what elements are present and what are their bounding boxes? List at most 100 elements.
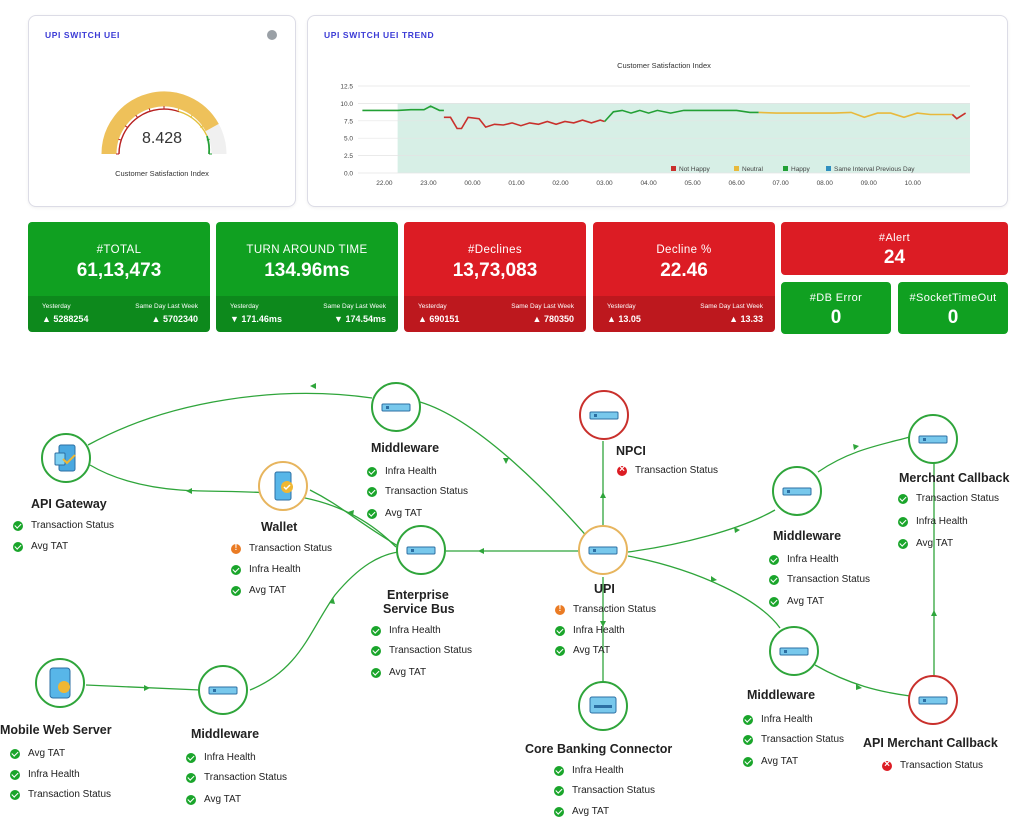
gauge-tick [124,125,128,128]
turnaround-time-tile[interactable]: TURN AROUND TIME 134.96ms Yesterday ▼ 17… [216,222,398,332]
warning-icon [231,543,241,554]
wallet-check-transaction: Transaction Status [231,543,332,554]
check-icon [743,756,753,767]
y-tick-label: 10.0 [340,101,353,108]
decline-percent-yesterday-label: Yesterday [607,303,636,310]
middleware-lower-right-node[interactable] [769,626,819,676]
legend-swatch [671,166,676,171]
check-icon [186,752,196,763]
connector-gateway-to-middleware [87,392,373,446]
satisfaction-gauge [101,91,227,155]
gauge-tick [206,138,210,141]
server-icon [589,411,619,420]
x-tick-label: 02.00 [552,180,569,187]
tat-last-week-label: Same Day Last Week [323,303,386,310]
middleware-right-node[interactable] [772,466,822,516]
error-icon [617,464,627,476]
tat-label: TURN AROUND TIME [246,244,368,256]
gauge-tick [135,114,138,118]
decline-percent-tile[interactable]: Decline % 22.46 Yesterday ▲ 13.05 Same D… [593,222,775,332]
middleware-bottom-check-transaction: Transaction Status [186,772,287,783]
check-icon [898,538,908,549]
total-value: 61,13,473 [76,260,162,281]
esb-check-transaction: Transaction Status [371,645,472,656]
connector-middleware-lower-to-api-callback [814,664,911,697]
check-icon [231,585,241,596]
middleware-lower-right-check-tat: Avg TAT [743,756,798,767]
declines-yesterday-label: Yesterday [418,303,447,310]
x-tick-label: 00.00 [464,180,481,187]
declines-footer: Yesterday ▲ 690151 Same Day Last Week ▲ … [404,296,586,332]
gauge-tick [118,138,122,141]
declines-last-week-value: ▲ 780350 [532,314,574,324]
server-icon [381,403,411,412]
alert-label: #Alert [878,232,911,244]
db-error-tile[interactable]: #DB Error 0 [781,282,891,334]
merchant-callback-title: Merchant Callback [899,471,1010,485]
api-gateway-node[interactable] [41,433,91,483]
total-last-week-value: ▲ 5702340 [151,314,198,324]
y-tick-label: 7.5 [344,118,353,125]
satisfaction-trend-chart: Customer Satisfaction Index 0.0 2.5 5.0 7.5 1… [340,61,970,187]
check-icon [554,765,564,776]
declines-label: #Declines [467,244,523,256]
esb-node[interactable] [396,525,446,575]
total-label: #TOTAL [96,244,142,256]
y-tick-label: 2.5 [344,153,353,160]
middleware-top-node[interactable] [371,382,421,432]
upi-node[interactable] [578,525,628,575]
server-icon [406,546,436,555]
x-tick-label: 03.00 [596,180,613,187]
declines-value: 13,73,083 [452,260,538,281]
socket-timeout-tile[interactable]: #SocketTimeOut 0 [898,282,1008,334]
api-gateway-check-tat: Avg TAT [13,541,68,552]
middleware-top-check-infra: Infra Health [367,466,437,477]
check-icon [554,785,564,796]
npci-node[interactable] [579,390,629,440]
wallet-check-tat: Avg TAT [231,585,286,596]
esb-title-line2: Service Bus [383,602,455,616]
core-banking-title: Core Banking Connector [525,742,673,756]
total-last-week-label: Same Day Last Week [135,303,198,310]
server-icon [779,647,809,656]
esb-title-line1: Enterprise [387,588,449,602]
series-line [443,116,605,130]
y-tick-label: 0.0 [344,171,353,178]
wallet-icon [274,471,293,501]
middleware-bottom-check-tat: Avg TAT [186,794,241,805]
merchant-callback-check-transaction: Transaction Status [898,493,999,504]
server-icon [208,686,238,695]
wallet-node[interactable] [258,461,308,511]
check-icon [769,574,779,585]
error-icon [882,759,892,771]
server-icon [588,546,618,555]
check-icon [13,541,23,552]
npci-title: NPCI [616,444,646,458]
warning-icon [555,604,565,615]
middleware-bottom-title: Middleware [191,727,260,741]
core-banking-check-tat: Avg TAT [554,806,609,817]
mobile-web-server-node[interactable] [35,658,85,708]
x-tick-label: 09.00 [861,180,878,187]
check-icon [10,748,20,759]
core-banking-node[interactable] [578,681,628,731]
x-tick-label: 05.00 [684,180,701,187]
total-tile[interactable]: #TOTAL 61,13,473 Yesterday ▲ 5288254 Sam… [28,222,210,332]
gauge-tick [148,108,151,112]
info-icon[interactable] [267,30,277,40]
api-gateway-title: API Gateway [31,497,107,511]
alert-tile[interactable]: #Alert 24 [781,222,1008,275]
decline-percent-footer: Yesterday ▲ 13.05 Same Day Last Week ▲ 1… [593,296,775,332]
merchant-callback-node[interactable] [908,414,958,464]
middleware-top-check-tat: Avg TAT [367,508,422,519]
tat-last-week-value: ▼ 174.54ms [334,314,386,324]
api-merchant-callback-node[interactable] [908,675,958,725]
middleware-right-check-tat: Avg TAT [769,596,824,607]
series-line [758,111,953,119]
declines-tile[interactable]: #Declines 13,73,083 Yesterday ▲ 690151 S… [404,222,586,332]
gauge-tick [177,108,180,112]
legend-swatch [826,166,831,171]
legend-swatch [734,166,739,171]
series-line [604,109,759,123]
middleware-bottom-node[interactable] [198,665,248,715]
